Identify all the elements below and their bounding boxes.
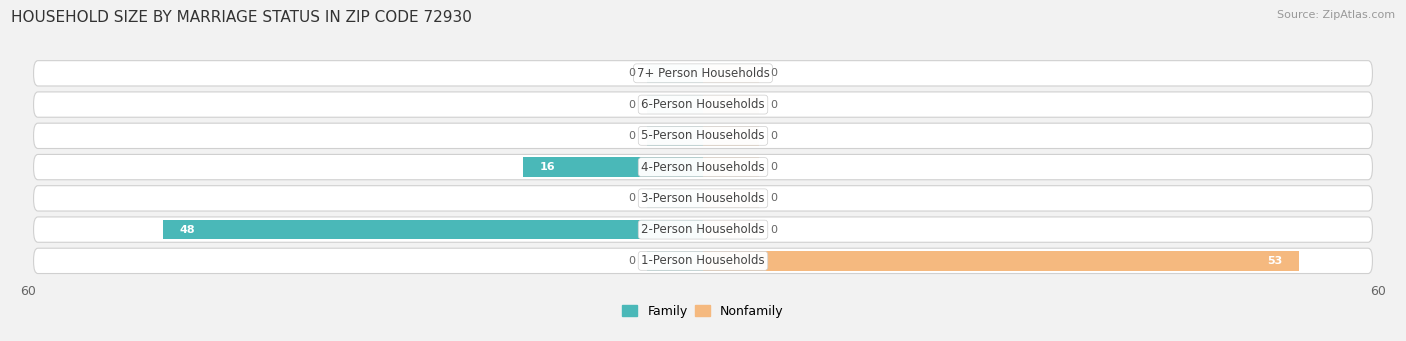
FancyBboxPatch shape xyxy=(34,92,1372,117)
FancyBboxPatch shape xyxy=(34,217,1372,242)
Text: 48: 48 xyxy=(180,225,195,235)
FancyBboxPatch shape xyxy=(34,61,1372,86)
Bar xyxy=(703,220,759,239)
FancyBboxPatch shape xyxy=(34,186,1372,211)
Text: 0: 0 xyxy=(770,193,778,203)
Text: HOUSEHOLD SIZE BY MARRIAGE STATUS IN ZIP CODE 72930: HOUSEHOLD SIZE BY MARRIAGE STATUS IN ZIP… xyxy=(11,10,472,25)
Bar xyxy=(703,251,1299,270)
Text: 16: 16 xyxy=(540,162,555,172)
Bar xyxy=(647,95,703,114)
Text: 4-Person Households: 4-Person Households xyxy=(641,161,765,174)
Legend: Family, Nonfamily: Family, Nonfamily xyxy=(617,300,789,323)
Text: 0: 0 xyxy=(628,193,636,203)
Text: 0: 0 xyxy=(628,256,636,266)
Text: 0: 0 xyxy=(770,131,778,141)
Bar xyxy=(163,220,703,239)
Text: 0: 0 xyxy=(770,225,778,235)
Text: 1-Person Households: 1-Person Households xyxy=(641,254,765,267)
Bar xyxy=(703,158,759,177)
Text: 7+ Person Households: 7+ Person Households xyxy=(637,67,769,80)
Text: 0: 0 xyxy=(628,100,636,109)
Text: 0: 0 xyxy=(628,68,636,78)
Bar xyxy=(647,251,703,270)
Bar xyxy=(703,95,759,114)
FancyBboxPatch shape xyxy=(34,248,1372,273)
Bar xyxy=(647,189,703,208)
Text: 0: 0 xyxy=(770,100,778,109)
Text: 0: 0 xyxy=(770,68,778,78)
Text: 53: 53 xyxy=(1267,256,1282,266)
Text: 5-Person Households: 5-Person Households xyxy=(641,129,765,142)
Text: Source: ZipAtlas.com: Source: ZipAtlas.com xyxy=(1277,10,1395,20)
Bar xyxy=(647,126,703,146)
Text: 0: 0 xyxy=(770,162,778,172)
FancyBboxPatch shape xyxy=(34,154,1372,180)
Text: 6-Person Households: 6-Person Households xyxy=(641,98,765,111)
Bar xyxy=(647,64,703,83)
Bar xyxy=(703,189,759,208)
Bar xyxy=(703,126,759,146)
Text: 3-Person Households: 3-Person Households xyxy=(641,192,765,205)
Bar xyxy=(523,158,703,177)
Text: 2-Person Households: 2-Person Households xyxy=(641,223,765,236)
FancyBboxPatch shape xyxy=(34,123,1372,148)
Bar xyxy=(703,64,759,83)
Text: 0: 0 xyxy=(628,131,636,141)
